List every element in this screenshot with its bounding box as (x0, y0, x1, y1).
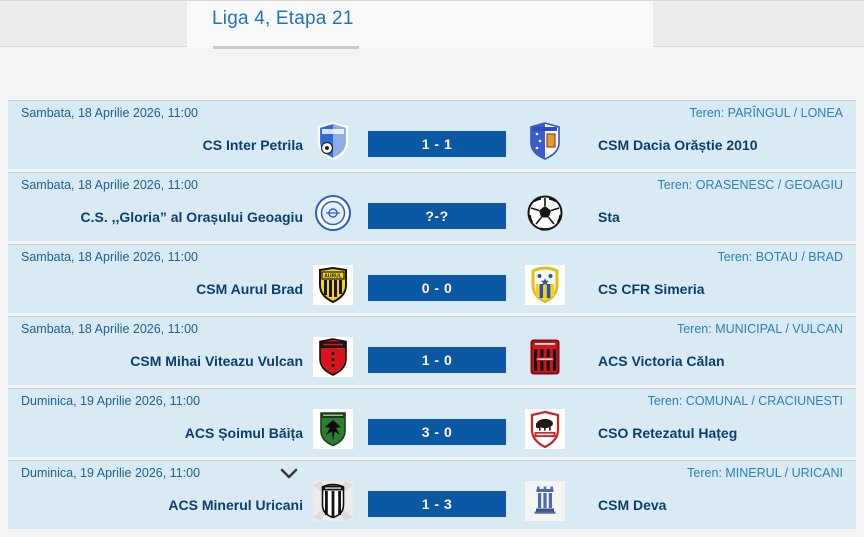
match-row[interactable]: Duminica, 19 Aprilie 2026, 11:00 Teren: … (8, 388, 856, 457)
score[interactable]: 0 - 0 (368, 275, 506, 301)
match-date: Sambata, 18 Aprilie 2026, 11:00 (21, 250, 198, 264)
away-team-logo (525, 409, 565, 449)
home-team-logo (313, 337, 353, 377)
home-team-name[interactable]: CSM Aurul Brad (196, 281, 303, 297)
match-row[interactable]: Sambata, 18 Aprilie 2026, 11:00 Teren: M… (8, 316, 856, 385)
away-team-logo (525, 481, 565, 521)
match-row[interactable]: Sambata, 18 Aprilie 2026, 11:00 Teren: B… (8, 244, 856, 313)
score[interactable]: 3 - 0 (368, 419, 506, 445)
home-team-name[interactable]: CSM Mihai Viteazu Vulcan (130, 353, 303, 369)
away-team-logo (525, 193, 565, 233)
match-date: Sambata, 18 Aprilie 2026, 11:00 (21, 178, 198, 192)
away-team-name[interactable]: Sta (598, 209, 620, 225)
match-venue: Teren: PARÎNGUL / LONEA (689, 106, 843, 120)
home-team-logo (313, 193, 353, 233)
home-team-logo: AURUL (313, 265, 353, 305)
away-team-logo (525, 337, 565, 377)
match-venue: Teren: COMUNAL / CRACIUNESTI (647, 394, 843, 408)
match-row[interactable]: Duminica, 19 Aprilie 2026, 11:00 Teren: … (8, 460, 856, 529)
home-team-logo (313, 409, 353, 449)
match-venue: Teren: MINERUL / URICANI (687, 466, 843, 480)
score[interactable]: ?-? (368, 203, 506, 229)
away-team-logo (525, 265, 565, 305)
score[interactable]: 1 - 3 (368, 491, 506, 517)
match-row[interactable]: Sambata, 18 Aprilie 2026, 11:00 Teren: P… (8, 100, 856, 169)
match-venue: Teren: MUNICIPAL / VULCAN (676, 322, 843, 336)
fixtures-list: Sambata, 18 Aprilie 2026, 11:00 Teren: P… (8, 100, 856, 532)
match-date: Sambata, 18 Aprilie 2026, 11:00 (21, 322, 198, 336)
match-date: Duminica, 19 Aprilie 2026, 11:00 (21, 394, 201, 408)
away-team-name[interactable]: CS CFR Simeria (598, 281, 705, 297)
home-team-logo (313, 121, 353, 161)
page-title: Liga 4, Etapa 21 (212, 8, 354, 29)
svg-text:AURUL: AURUL (324, 273, 342, 279)
away-team-name[interactable]: CSM Dacia Orăștie 2010 (598, 137, 758, 153)
home-team-name[interactable]: C.S. ,,Gloria” al Orașului Geoagiu (80, 209, 304, 225)
away-team-name[interactable]: ACS Victoria Călan (598, 353, 725, 369)
tab-underline (213, 46, 359, 49)
match-date: Sambata, 18 Aprilie 2026, 11:00 (21, 106, 198, 120)
home-team-name[interactable]: CS Inter Petrila (202, 137, 303, 153)
match-row[interactable]: Sambata, 18 Aprilie 2026, 11:00 Teren: O… (8, 172, 856, 241)
home-team-logo (313, 481, 353, 521)
match-date: Duminica, 19 Aprilie 2026, 11:00 (21, 466, 201, 480)
away-team-logo (525, 121, 565, 161)
tab-liga4-etapa21[interactable]: Liga 4, Etapa 21 (187, 1, 653, 48)
page-header: Liga 4, Etapa 21 (0, 0, 864, 49)
away-team-name[interactable]: CSM Deva (598, 497, 667, 513)
score[interactable]: 1 - 1 (368, 131, 506, 157)
home-team-name[interactable]: ACS Șoimul Băița (184, 425, 303, 441)
home-team-name[interactable]: ACS Minerul Uricani (168, 497, 303, 513)
score[interactable]: 1 - 0 (368, 347, 506, 373)
away-team-name[interactable]: CSO Retezatul Hațeg (598, 425, 738, 441)
match-venue: Teren: BOTAU / BRAD (717, 250, 844, 264)
chevron-down-icon[interactable] (279, 467, 299, 479)
match-venue: Teren: ORASENESC / GEOAGIU (657, 178, 843, 192)
